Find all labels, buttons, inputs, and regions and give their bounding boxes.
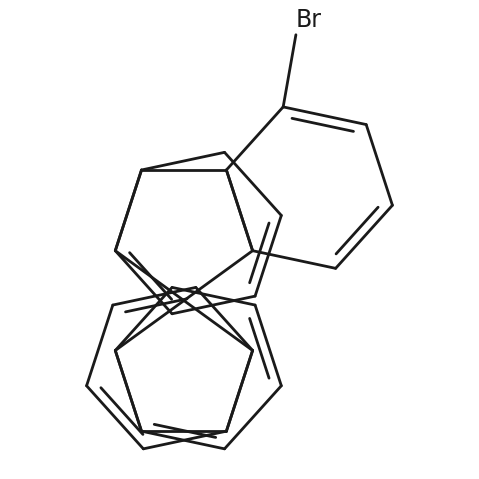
Text: Br: Br [296, 8, 322, 32]
